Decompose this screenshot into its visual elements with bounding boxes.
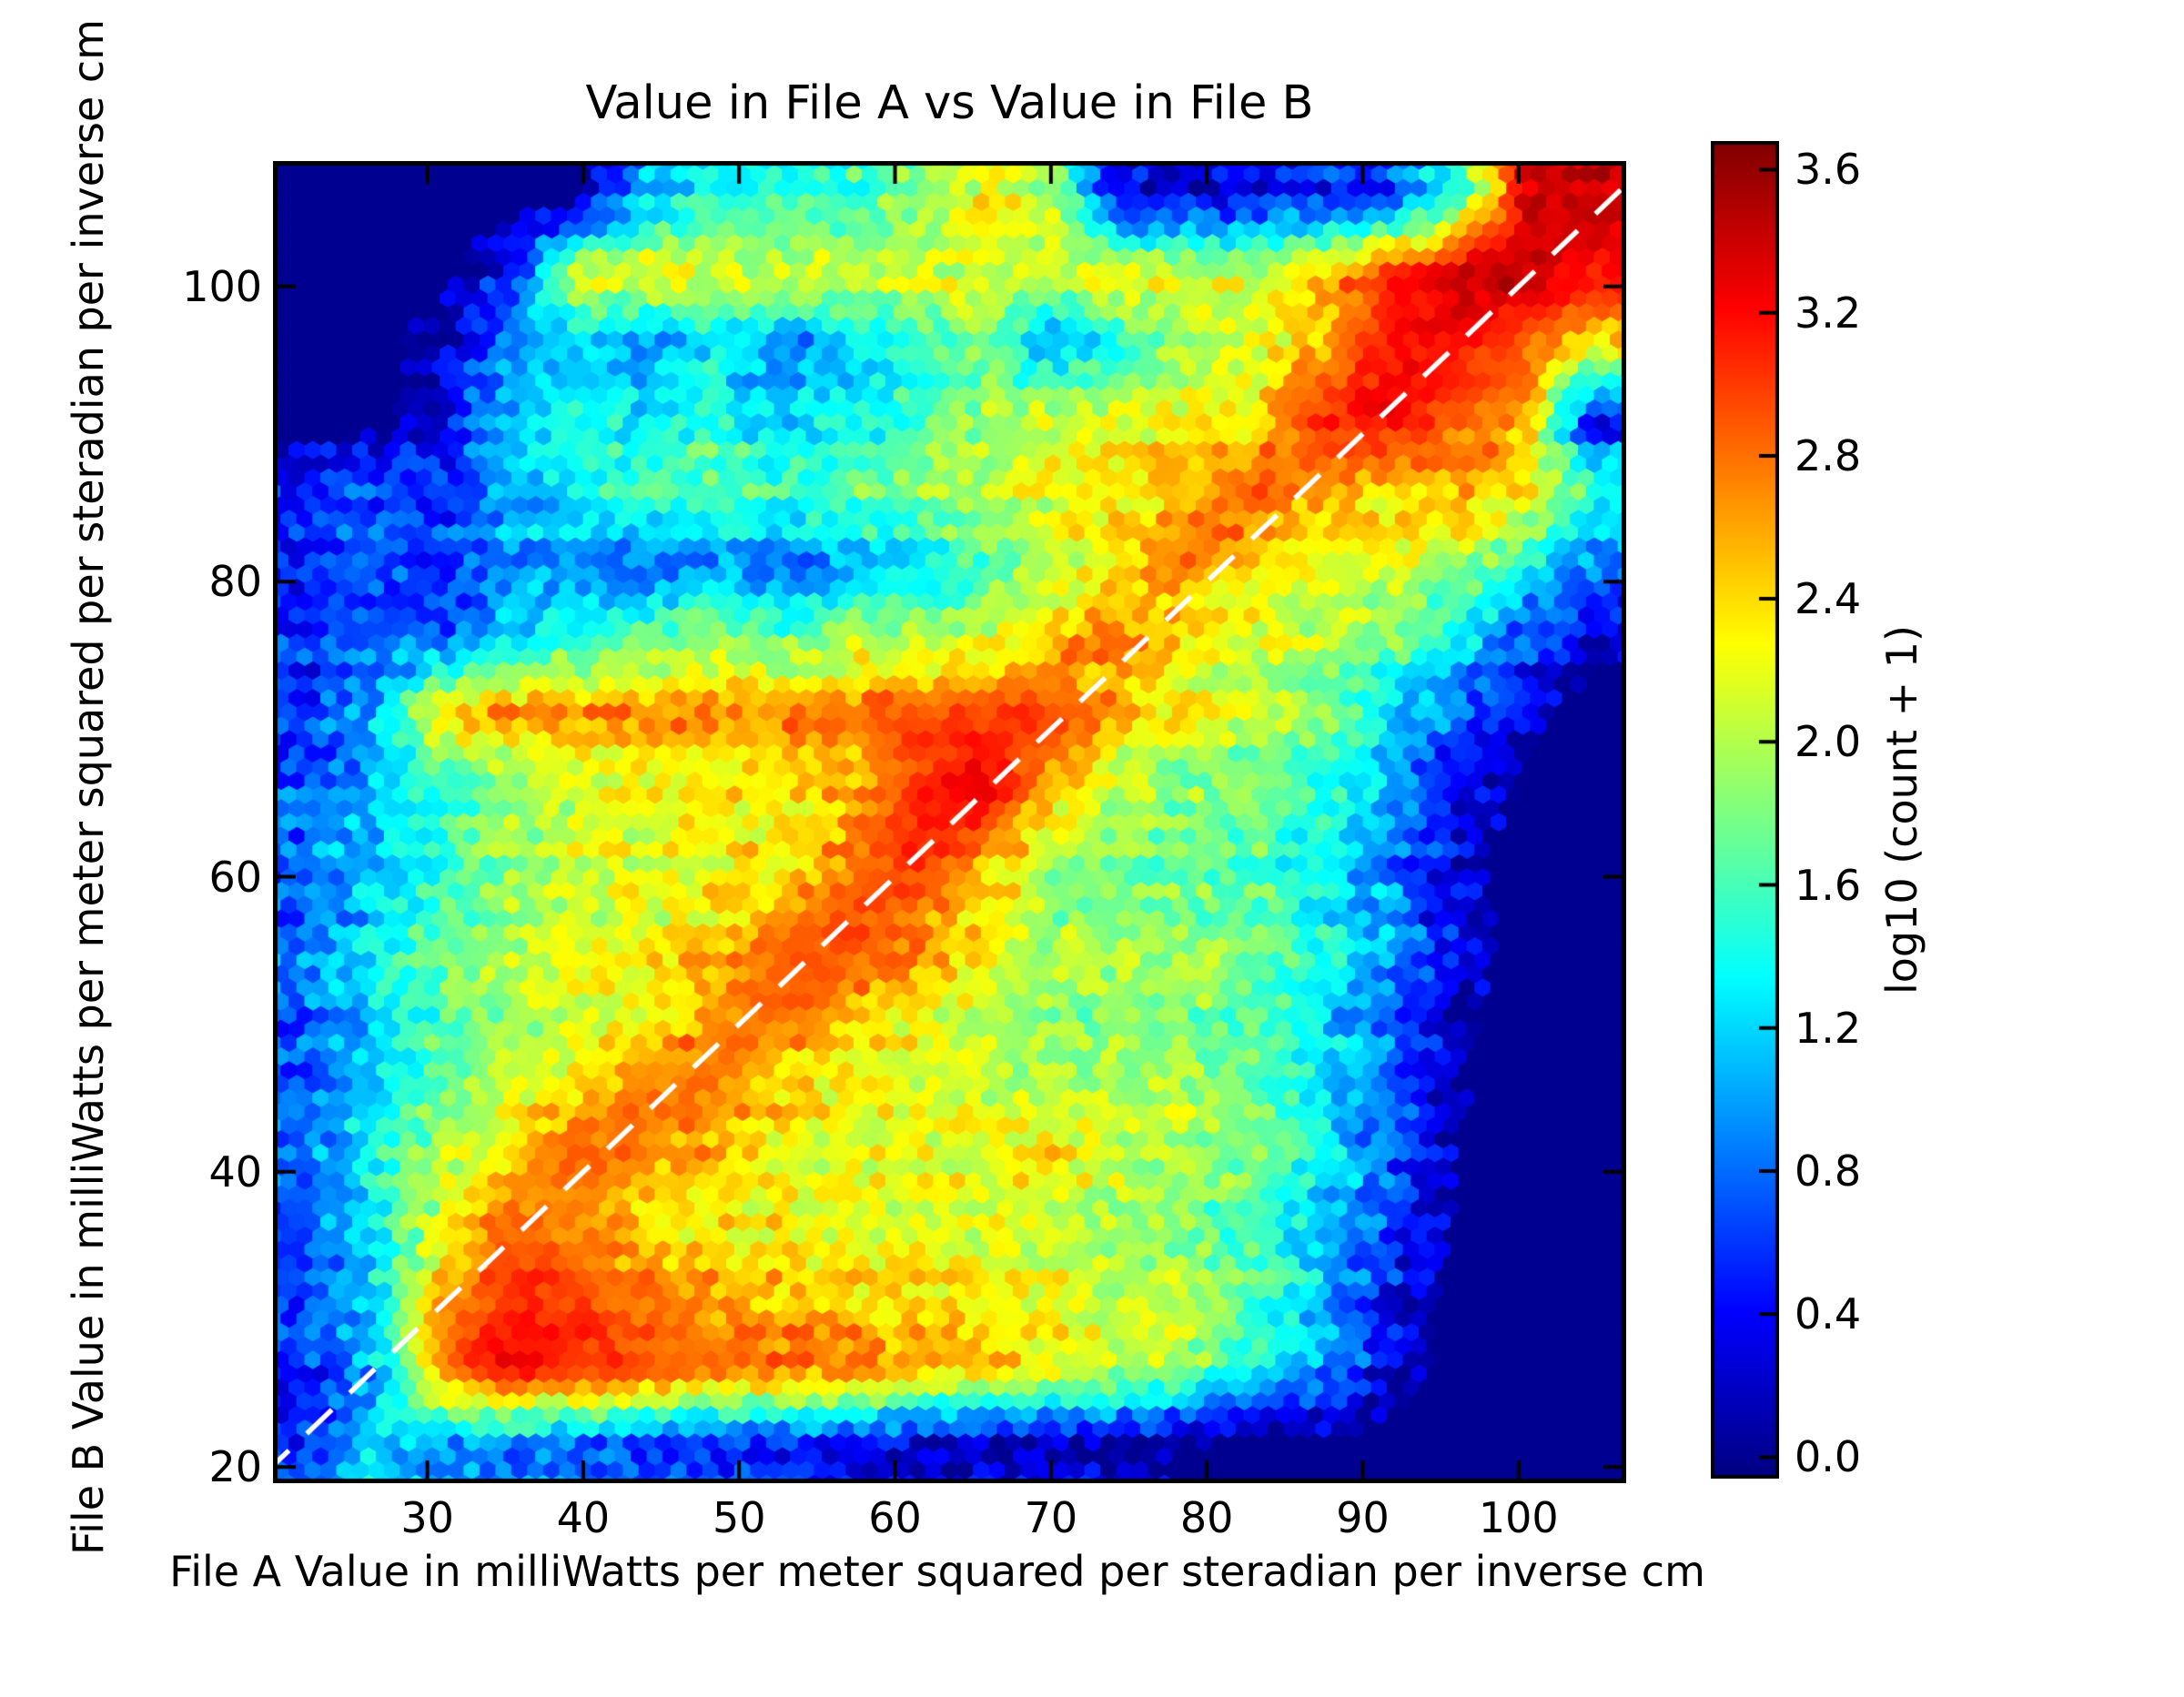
x-tick-label: 100 — [1478, 1493, 1559, 1542]
chart-title: Value in File A vs Value in File B — [585, 76, 1314, 130]
hexbin-plot-canvas — [273, 161, 1626, 1483]
colorbar-tick-label: 2.0 — [1795, 717, 1862, 767]
figure: Value in File A vs Value in File B 30 40 5… — [64, 19, 1926, 1596]
x-tick-label: 70 — [1024, 1493, 1078, 1542]
colorbar-tick-label: 0.4 — [1795, 1289, 1862, 1339]
x-tick-label: 60 — [868, 1493, 922, 1542]
y-tick-label: 100 — [182, 261, 262, 311]
colorbar-tick-label: 1.6 — [1795, 860, 1862, 910]
y-tick-label: 80 — [208, 557, 262, 607]
colorbar-tick-label: 2.4 — [1795, 574, 1862, 624]
colorbar-tick-label: 3.2 — [1795, 288, 1862, 338]
colorbar-tick-label: 1.2 — [1795, 1003, 1862, 1053]
x-tick-label: 90 — [1336, 1493, 1390, 1542]
x-tick-label: 50 — [712, 1493, 766, 1542]
x-axis-label: File A Value in milliWatts per meter squ… — [169, 1547, 1705, 1596]
x-tick-label: 80 — [1179, 1493, 1234, 1542]
x-tick-label: 30 — [400, 1493, 454, 1542]
colorbar-tick-label: 0.8 — [1795, 1146, 1862, 1196]
colorbar-canvas — [1711, 141, 1779, 1479]
colorbar-tick-label: 2.8 — [1795, 430, 1862, 480]
x-tick-label: 40 — [556, 1493, 611, 1542]
y-axis-label: File B Value in milliWatts per meter squ… — [64, 19, 113, 1555]
y-tick-label: 60 — [208, 852, 262, 902]
y-tick-label: 40 — [208, 1146, 262, 1197]
colorbar-tick-label: 3.6 — [1795, 145, 1862, 195]
y-tick-label: 20 — [208, 1442, 262, 1492]
colorbar-label: log10 (count + 1) — [1877, 625, 1926, 995]
colorbar-tick-label: 0.0 — [1795, 1432, 1862, 1482]
